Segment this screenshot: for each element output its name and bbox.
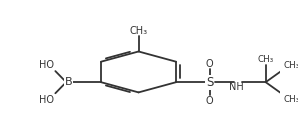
Text: HO: HO bbox=[39, 60, 54, 70]
Text: CH₃: CH₃ bbox=[130, 26, 148, 36]
Text: S: S bbox=[206, 76, 213, 89]
Text: CH₃: CH₃ bbox=[284, 60, 298, 70]
Text: CH₃: CH₃ bbox=[284, 95, 298, 104]
Text: O: O bbox=[206, 59, 213, 69]
Text: NH: NH bbox=[229, 82, 244, 92]
Text: O: O bbox=[206, 96, 213, 106]
Text: HO: HO bbox=[39, 95, 54, 105]
Text: CH₃: CH₃ bbox=[257, 55, 274, 64]
Text: B: B bbox=[65, 77, 73, 87]
